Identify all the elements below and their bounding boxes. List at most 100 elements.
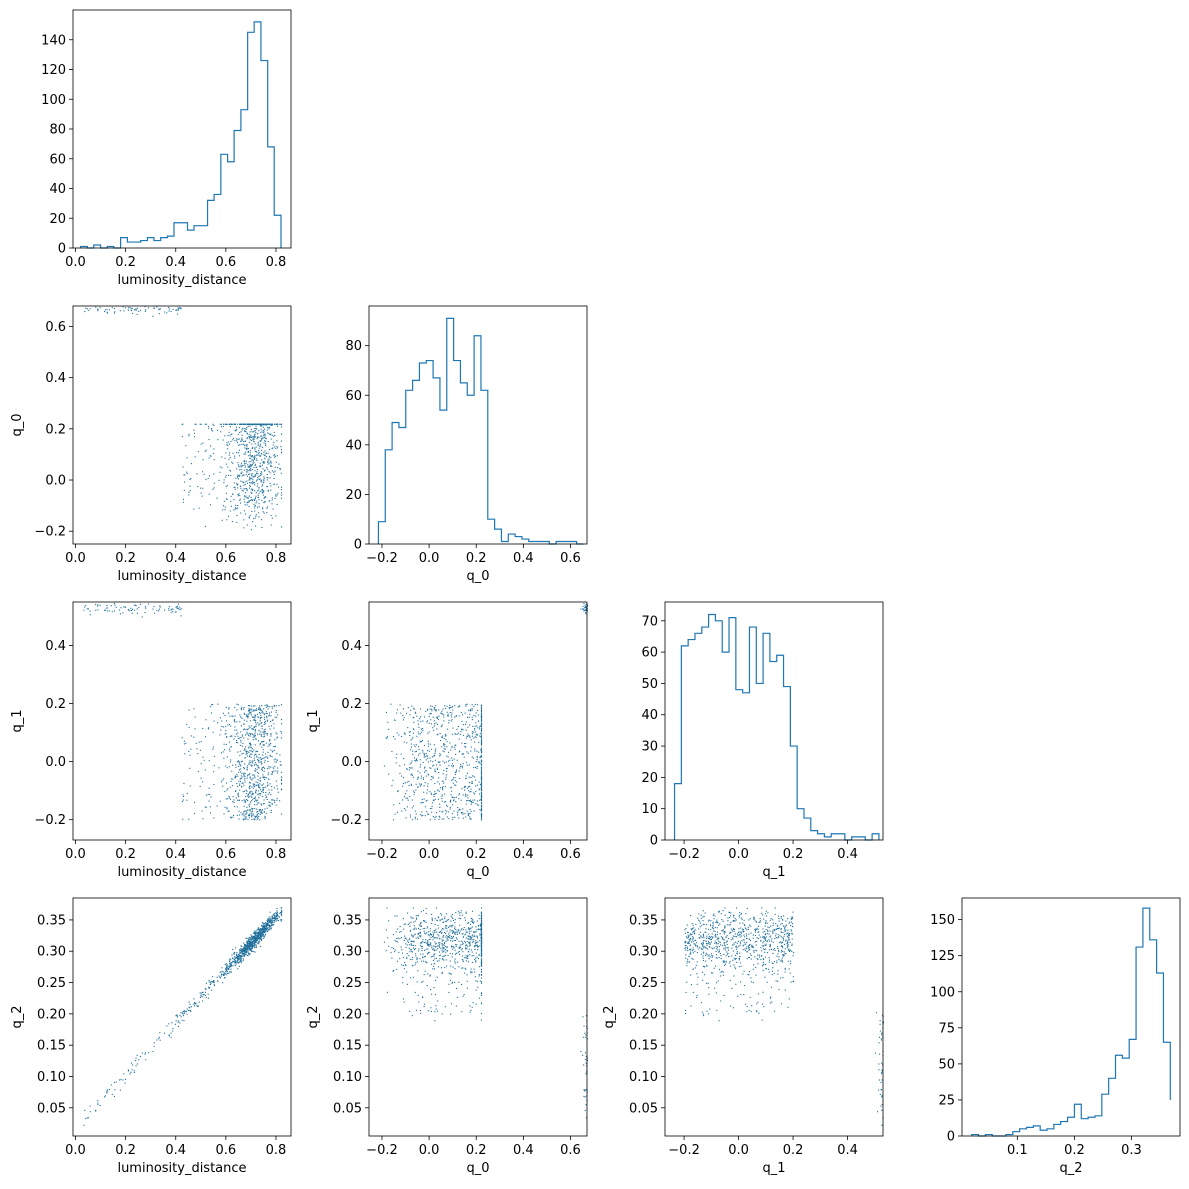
scatter-point [246,438,248,440]
scatter-point [443,955,445,957]
scatter-point [225,970,227,972]
scatter-point [413,791,415,794]
scatter-point [442,780,444,782]
scatter-point [255,800,257,802]
scatter-point [424,927,426,929]
scatter-point [257,802,259,804]
scatter-point [403,741,405,743]
scatter-point [434,798,436,801]
scatter-point [246,731,248,733]
scatter-point [245,462,247,464]
scatter-point [431,963,433,965]
scatter-point [428,774,430,776]
scatter-point [211,981,213,983]
scatter-point [210,982,212,984]
scatter-point [423,920,425,923]
scatter-point [120,1079,122,1081]
scatter-point [185,742,187,744]
scatter-point [265,786,267,788]
scatter-point [251,472,253,475]
y-tick-label: 0.2 [45,697,66,712]
scatter-point [168,310,170,312]
scatter-point [250,423,252,425]
scatter-point [441,951,443,953]
scatter-point [415,1009,417,1011]
scatter-point [242,773,245,775]
scatter-point [248,937,250,939]
scatter-point [261,731,263,733]
scatter-point [270,733,272,735]
scatter-point [254,463,257,465]
scatter-point [261,464,263,466]
scatter-point [198,507,200,509]
scatter-point [413,707,415,709]
scatter-point [174,611,176,613]
scatter-point [426,985,428,987]
scatter-point [263,454,265,456]
scatter-point [413,757,416,759]
scatter-point [247,814,249,817]
scatter-point [252,728,254,730]
scatter-point [220,423,223,425]
scatter-point [254,719,256,721]
scatter-point [244,492,247,494]
scatter-point [253,709,255,711]
scatter-point [399,958,401,960]
scatter-point [445,778,447,780]
scatter-point [424,767,426,769]
scatter-point [480,974,483,976]
scatter-point [259,478,261,481]
scatter-point [415,917,417,919]
scatter-point [423,754,425,756]
scatter-point [255,709,257,712]
scatter-point [221,779,223,781]
scatter-point [433,945,435,947]
scatter-point [252,936,254,938]
scatter-point [439,919,441,921]
scatter-point [212,981,214,983]
scatter-point [264,731,266,733]
scatter-point [480,749,483,751]
scatter-point [239,955,242,957]
scatter-point [434,1011,436,1013]
scatter-point [204,806,206,808]
scatter-point [218,975,220,977]
scatter-point [465,933,467,935]
scatter-point [251,436,253,438]
scatter-point [270,711,273,713]
scatter-point [200,443,202,445]
scatter-point [229,435,231,437]
scatter-point [205,794,207,796]
scatter-point [267,423,269,425]
scatter-point [253,503,255,505]
scatter-point [474,729,476,731]
scatter-point [480,925,483,927]
scatter-point [278,705,280,707]
scatter-point [480,756,483,758]
x-tick-label: 0.0 [65,551,86,566]
scatter-point [473,737,475,739]
scatter-point [441,794,443,796]
scatter-point [274,765,276,767]
scatter-point [250,499,253,501]
scatter-point [256,816,259,818]
scatter-point [237,475,239,478]
scatter-point [413,941,415,943]
scatter-point [480,946,483,948]
scatter-point [260,809,262,811]
scatter-point [480,736,482,738]
scatter-point [476,733,478,735]
scatter-point [256,451,258,453]
scatter-point [251,810,254,812]
scatter-point [454,922,456,924]
scatter-point [246,445,248,447]
scatter-point [449,759,451,761]
scatter-point [410,739,412,741]
scatter-point [434,923,436,925]
scatter-point [257,775,259,777]
scatter-point [258,757,260,759]
scatter-point [476,937,479,939]
scatter-point [259,455,261,458]
scatter-point [197,451,199,453]
scatter-point [256,708,258,710]
